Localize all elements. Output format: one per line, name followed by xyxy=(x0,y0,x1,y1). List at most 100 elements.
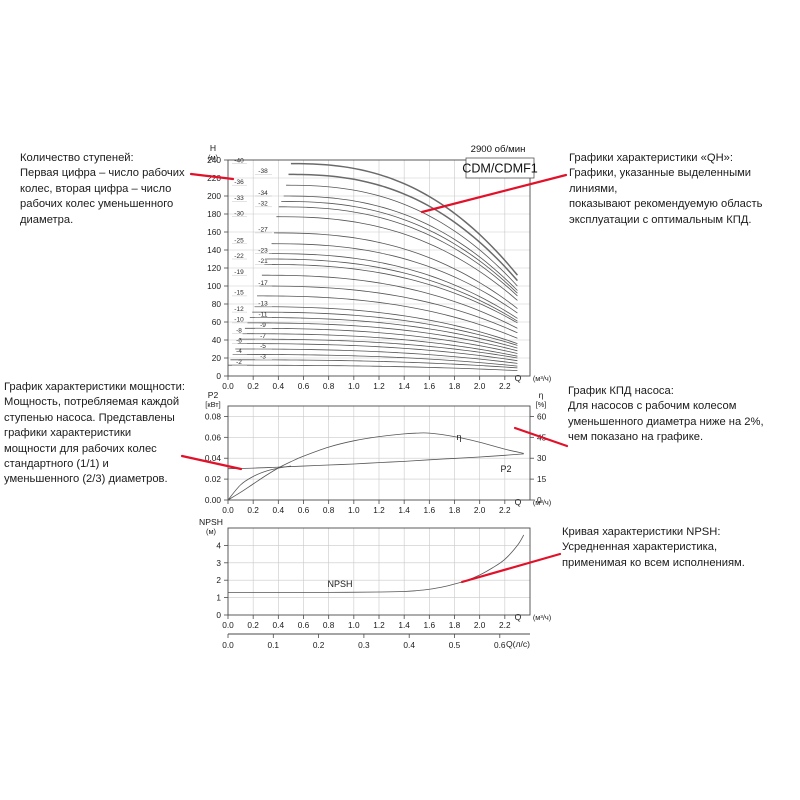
svg-text:2.2: 2.2 xyxy=(499,505,511,515)
qh-curve xyxy=(252,311,518,346)
qh-curve-label: -9 xyxy=(260,322,266,329)
npsh-curve xyxy=(227,534,525,593)
annotation-npsh: Кривая характеристики NPSH: Усредненная … xyxy=(562,526,745,569)
qh-chart: 0 20 40 60 80 100 120 140 160 180 200 220 240 0.0 0.2 0… xyxy=(207,143,551,391)
svg-text:2: 2 xyxy=(216,575,221,585)
svg-text:0.0: 0.0 xyxy=(222,640,234,650)
svg-text:80: 80 xyxy=(212,299,222,309)
npsh-x-axis2-name: Q(л/с) xyxy=(506,639,530,649)
svg-text:100: 100 xyxy=(207,281,221,291)
npsh-gridlines xyxy=(228,528,530,615)
qh-curve xyxy=(230,359,518,369)
npsh-chart: 0 1 2 3 4 0.0 0.2 0.4 0.6 0.8 1.0 1.2 1.4 1.6 1.8 2.0 2.… xyxy=(199,517,551,650)
qh-x-axis-name: Q xyxy=(515,373,522,383)
svg-text:0.2: 0.2 xyxy=(247,505,259,515)
svg-text:2.2: 2.2 xyxy=(499,381,511,391)
pointer-npsh xyxy=(460,552,562,584)
qh-curve-label: -4 xyxy=(236,348,242,355)
svg-text:0.02: 0.02 xyxy=(205,474,222,484)
svg-text:180: 180 xyxy=(207,209,221,219)
qh-curve xyxy=(244,327,518,354)
efficiency-y-axis-unit: [%] xyxy=(536,400,547,409)
annotation-efficiency: График КПД насоса: Для насосов с рабочим… xyxy=(568,385,764,444)
qh-curve xyxy=(235,348,518,364)
qh-curve xyxy=(257,295,518,339)
power-curve xyxy=(227,432,524,501)
svg-text:0.6: 0.6 xyxy=(298,381,310,391)
qh-curve xyxy=(288,173,518,282)
svg-text:0.4: 0.4 xyxy=(273,505,285,515)
power-gridlines xyxy=(228,406,530,500)
svg-text:0.04: 0.04 xyxy=(205,453,222,463)
annotation-power: График характеристики мощности: Мощность… xyxy=(4,381,185,486)
pointer-stages xyxy=(189,172,235,181)
qh-curve-label: -15 xyxy=(234,290,244,297)
model-label: CDM/CDMF1 xyxy=(462,162,538,176)
qh-curve-label: -30 xyxy=(234,211,244,218)
qh-curve-label: -38 xyxy=(258,168,268,175)
svg-text:3: 3 xyxy=(216,558,221,568)
qh-curve-label: -8 xyxy=(236,328,242,335)
power-x-axis-unit: (м³/ч) xyxy=(533,498,551,507)
qh-curve xyxy=(242,333,518,357)
qh-curve-label: -6 xyxy=(236,337,242,344)
svg-text:1.2: 1.2 xyxy=(373,620,385,630)
svg-text:0.00: 0.00 xyxy=(205,495,222,505)
svg-text:30: 30 xyxy=(537,453,547,463)
svg-text:2.2: 2.2 xyxy=(499,620,511,630)
qh-curve-label: -12 xyxy=(234,306,244,313)
svg-text:0.2: 0.2 xyxy=(247,381,259,391)
qh-curve-label: -36 xyxy=(234,179,244,186)
svg-text:0.5: 0.5 xyxy=(449,640,461,650)
svg-text:0.6: 0.6 xyxy=(298,620,310,630)
qh-curve xyxy=(269,253,518,319)
npsh-x-axis-name: Q xyxy=(515,612,522,622)
qh-curve xyxy=(278,206,518,297)
qh-curve-label: -40 xyxy=(234,157,244,164)
npsh-y-axis-name: NPSH xyxy=(199,517,223,527)
svg-text:2.0: 2.0 xyxy=(474,381,486,391)
qh-curve xyxy=(232,354,518,367)
svg-text:1.4: 1.4 xyxy=(398,620,410,630)
qh-curve-label: -2 xyxy=(236,359,242,366)
svg-text:1.0: 1.0 xyxy=(348,381,360,391)
qh-curve xyxy=(254,306,518,344)
svg-text:0.0: 0.0 xyxy=(222,505,234,515)
qh-curve xyxy=(286,184,518,287)
svg-text:1.6: 1.6 xyxy=(424,620,436,630)
svg-text:0.0: 0.0 xyxy=(222,620,234,630)
qh-y-axis-name: H xyxy=(210,143,216,153)
qh-curve xyxy=(273,232,518,309)
svg-text:1.8: 1.8 xyxy=(449,381,461,391)
svg-text:220: 220 xyxy=(207,173,221,183)
svg-text:0.4: 0.4 xyxy=(273,381,285,391)
svg-text:0: 0 xyxy=(537,495,542,505)
qh-curve-label: -17 xyxy=(258,280,268,287)
svg-text:240: 240 xyxy=(207,155,221,165)
svg-text:1.8: 1.8 xyxy=(449,505,461,515)
svg-text:0: 0 xyxy=(216,610,221,620)
svg-text:1.4: 1.4 xyxy=(398,381,410,391)
svg-text:20: 20 xyxy=(212,353,222,363)
qh-curve-label: -3 xyxy=(260,354,266,361)
qh-curve xyxy=(283,195,518,291)
power-x-axis-name: Q xyxy=(515,497,522,507)
qh-curve xyxy=(281,201,518,294)
svg-text:0.8: 0.8 xyxy=(323,381,335,391)
qh-curve xyxy=(290,162,518,276)
svg-text:200: 200 xyxy=(207,191,221,201)
svg-text:0.0: 0.0 xyxy=(222,381,234,391)
svg-text:1.4: 1.4 xyxy=(398,505,410,515)
annotation-qh: Графики характеристики «QH»: Графики, ук… xyxy=(569,152,763,226)
svg-text:1.6: 1.6 xyxy=(424,381,436,391)
svg-text:0.08: 0.08 xyxy=(205,411,222,421)
npsh-secondary-ticks: 0.0 0.1 0.2 0.3 0.4 0.5 0.6 xyxy=(222,634,506,650)
svg-text:15: 15 xyxy=(537,474,547,484)
npsh-y-axis-unit: (м) xyxy=(206,527,216,536)
pointer-power xyxy=(180,454,243,471)
qh-curve-label: -33 xyxy=(234,195,244,202)
qh-curve-label: -7 xyxy=(260,333,266,340)
